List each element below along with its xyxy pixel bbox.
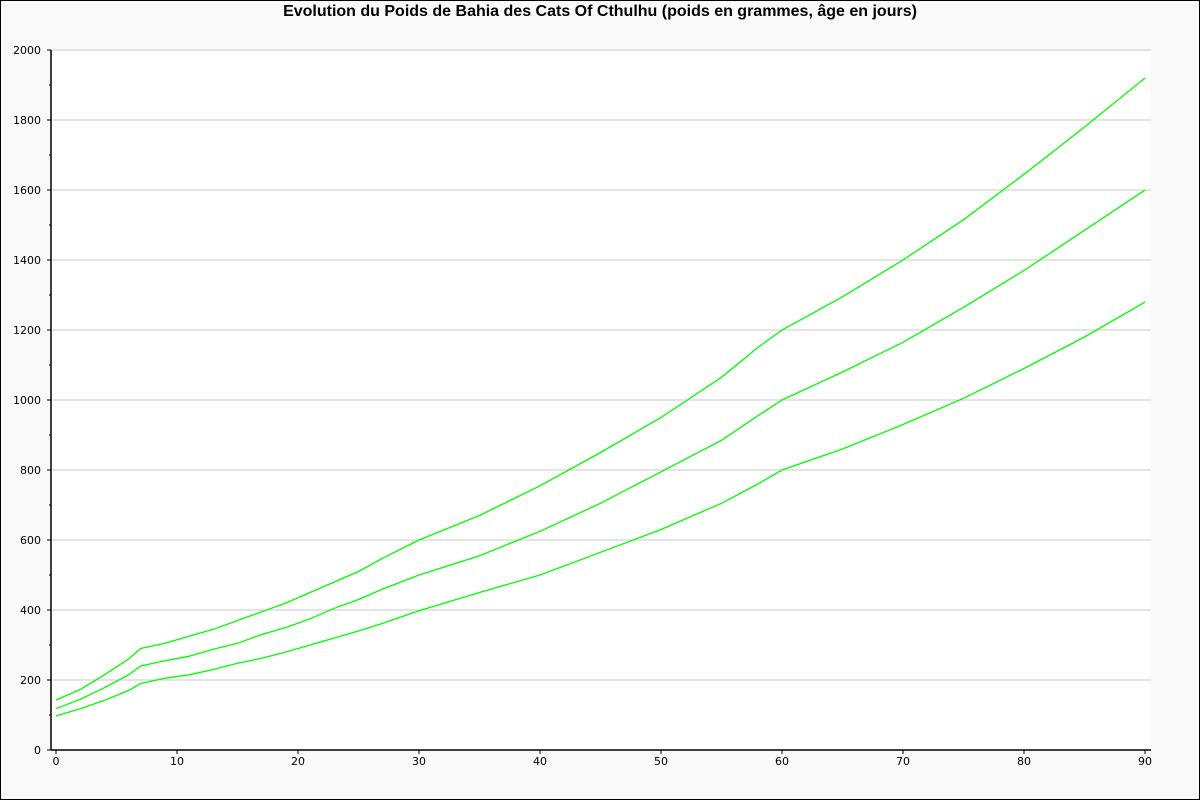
y-tick-label: 1600 — [13, 184, 41, 197]
y-tick-label: 200 — [20, 674, 41, 687]
y-tick-label: 1400 — [13, 254, 41, 267]
y-tick-label: 1000 — [13, 394, 41, 407]
x-tick-label: 40 — [533, 755, 547, 768]
x-tick-label: 0 — [53, 755, 60, 768]
y-tick-label: 1800 — [13, 114, 41, 127]
x-tick-label: 90 — [1138, 755, 1152, 768]
y-tick-label: 600 — [20, 534, 41, 547]
x-tick-label: 30 — [412, 755, 426, 768]
x-tick-label: 80 — [1017, 755, 1031, 768]
x-tick-label: 70 — [896, 755, 910, 768]
y-tick-label: 0 — [34, 744, 41, 757]
y-tick-label: 2000 — [13, 44, 41, 57]
y-tick-label: 400 — [20, 604, 41, 617]
chart-title: Evolution du Poids de Bahia des Cats Of … — [283, 3, 917, 20]
x-tick-label: 60 — [775, 755, 789, 768]
x-tick-label: 10 — [170, 755, 184, 768]
series-line-1 — [55, 301, 1146, 717]
x-tick-label: 50 — [654, 755, 668, 768]
series-line-3 — [55, 77, 1146, 701]
y-tick-label: 1200 — [13, 324, 41, 337]
series-line-2 — [55, 189, 1146, 710]
y-tick-label: 800 — [20, 464, 41, 477]
x-tick-label: 20 — [291, 755, 305, 768]
